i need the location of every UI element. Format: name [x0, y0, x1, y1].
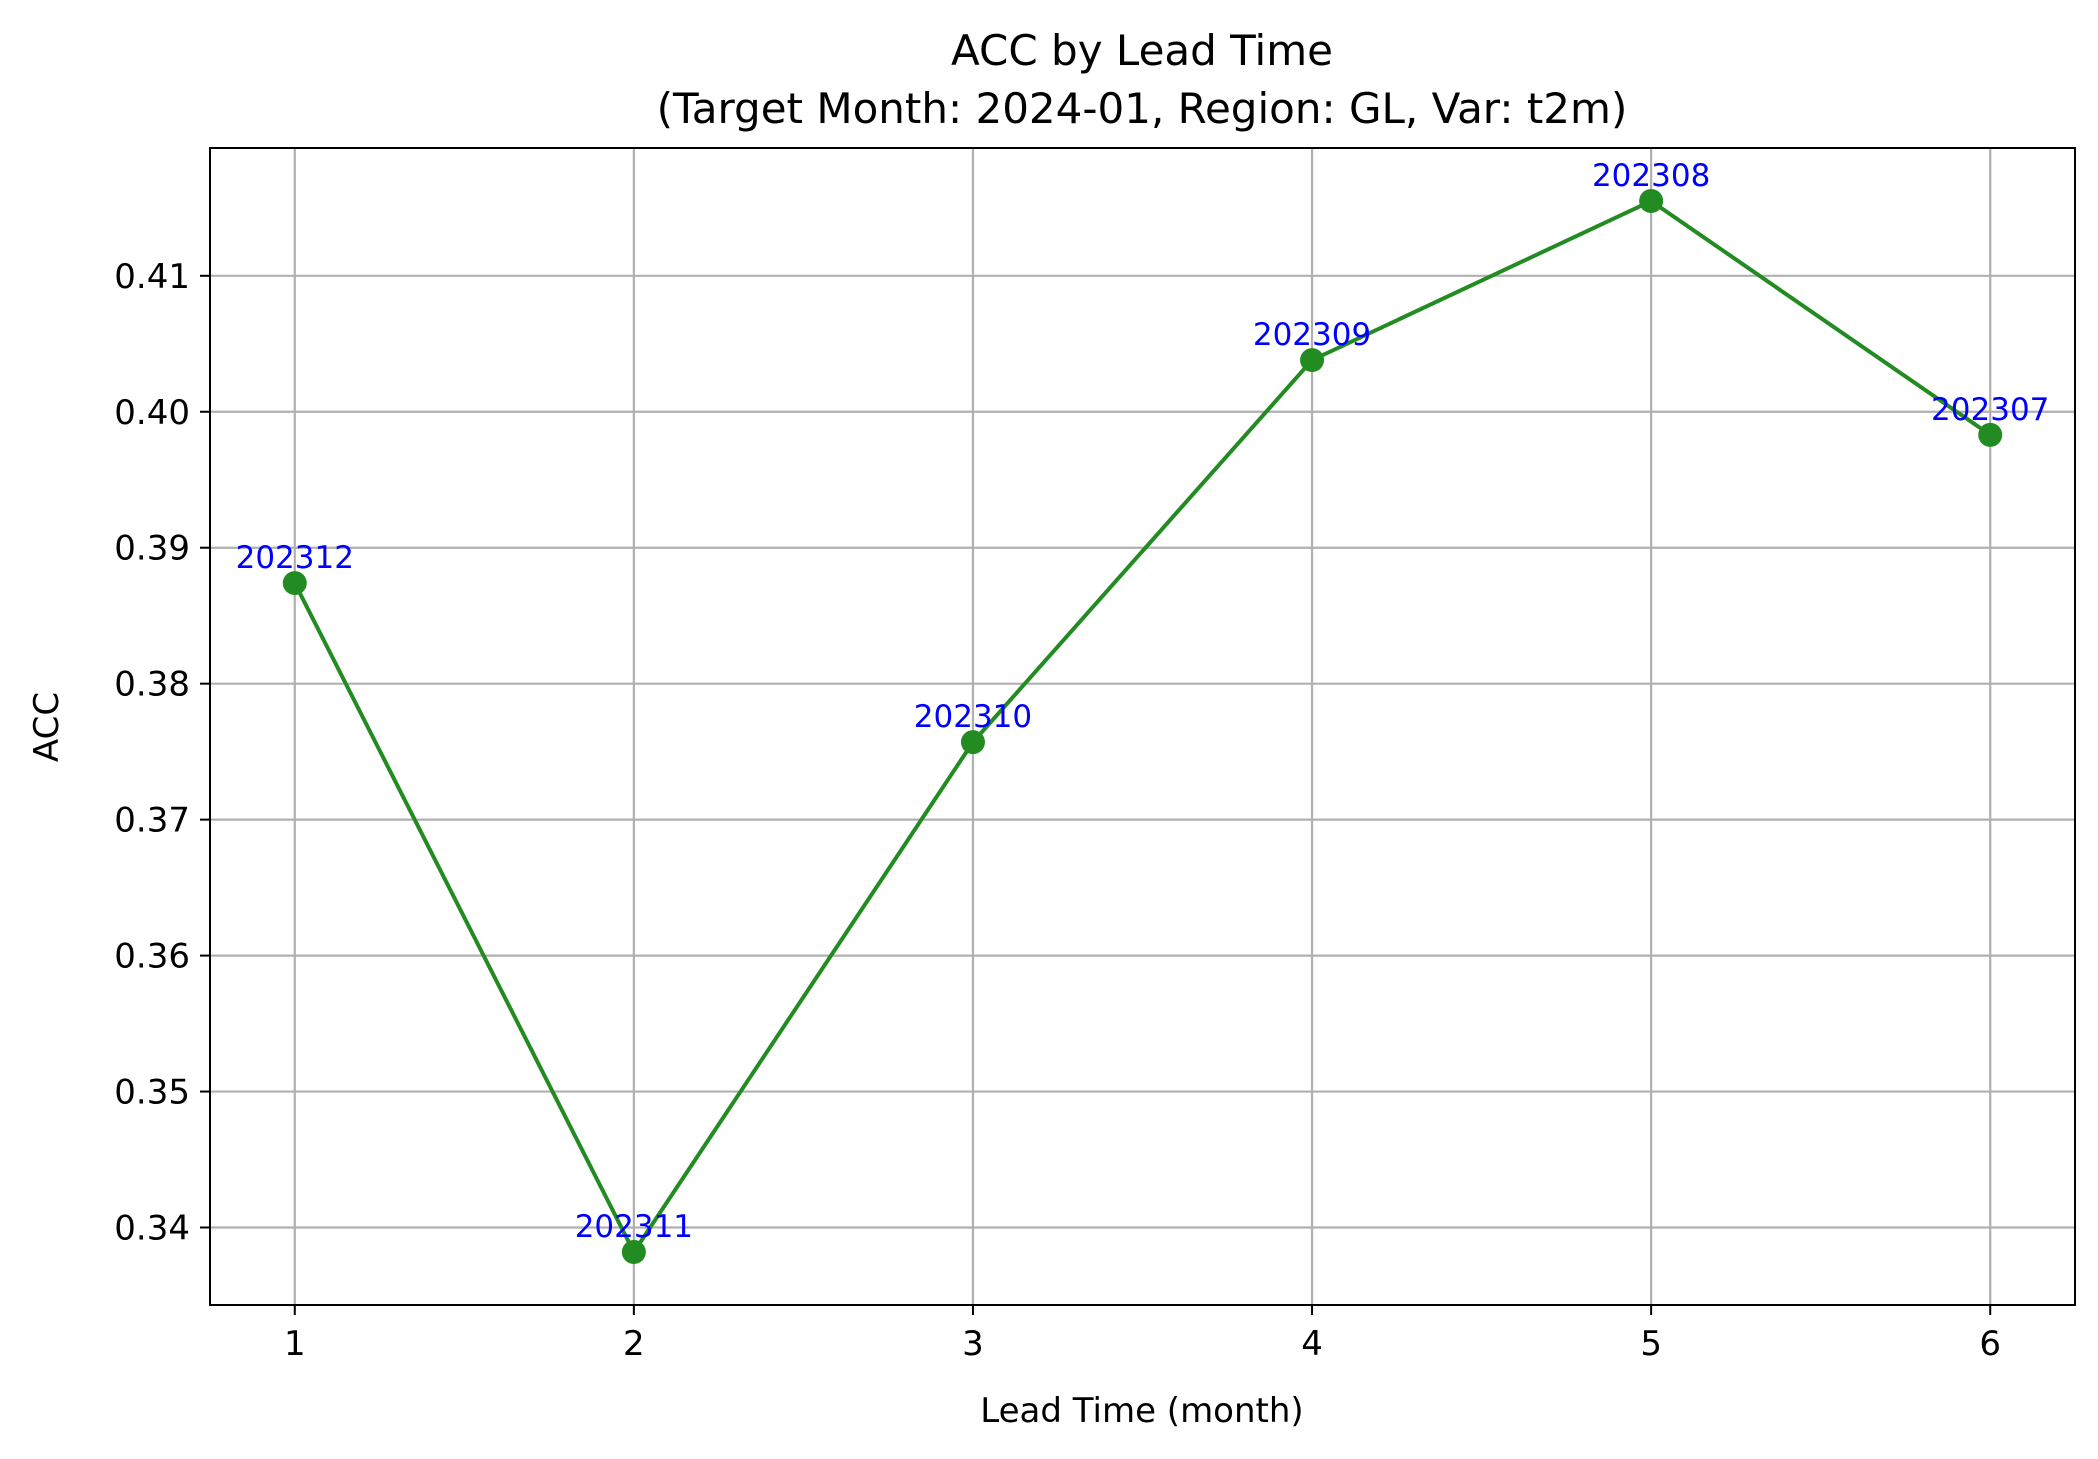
y-tick-label: 0.38: [114, 665, 190, 705]
data-label: 202312: [236, 540, 354, 576]
y-tick-label: 0.34: [114, 1209, 190, 1249]
y-axis-label: ACC: [27, 692, 67, 762]
data-point: [1639, 189, 1664, 214]
y-tick-label: 0.37: [114, 801, 190, 841]
data-point: [960, 730, 985, 755]
y-tick-label: 0.41: [114, 257, 190, 297]
data-label: 202308: [1592, 158, 1710, 194]
point-labels: 202312 202311 202310 202309 202308 202307: [236, 158, 2050, 1245]
x-axis-label: Lead Time (month): [980, 1391, 1303, 1431]
series-layer: [282, 189, 2003, 1264]
chart-subtitle: (Target Month: 2024-01, Region: GL, Var:…: [657, 84, 1628, 133]
x-tick-label: 3: [962, 1324, 984, 1364]
data-point: [282, 571, 307, 596]
data-label: 202311: [575, 1209, 693, 1245]
grid: [210, 148, 2075, 1305]
x-tick-label: 1: [284, 1324, 306, 1364]
x-tick-label: 4: [1301, 1324, 1323, 1364]
plot-frame: [209, 147, 2076, 1306]
series-line: [292, 198, 1992, 1256]
data-label: 202307: [1931, 392, 2049, 428]
y-tick-label: 0.35: [114, 1073, 190, 1113]
x-tick-label: 5: [1640, 1324, 1662, 1364]
data-point: [1978, 422, 2003, 447]
data-point: [621, 1239, 646, 1264]
y-tick-label: 0.36: [114, 937, 190, 977]
chart-title: ACC by Lead Time: [951, 26, 1333, 75]
y-tick-label: 0.40: [114, 393, 190, 433]
x-tick-label: 6: [1979, 1324, 2001, 1364]
data-label: 202310: [914, 699, 1032, 735]
data-label: 202309: [1253, 317, 1371, 353]
axis-ticks: 1 2 3 4 5 6 0.34 0.35 0.36 0.37 0.38 0.39 0.40 0.41: [114, 257, 2001, 1364]
data-point: [1300, 348, 1325, 373]
x-tick-label: 2: [623, 1324, 645, 1364]
y-tick-label: 0.39: [114, 529, 190, 569]
